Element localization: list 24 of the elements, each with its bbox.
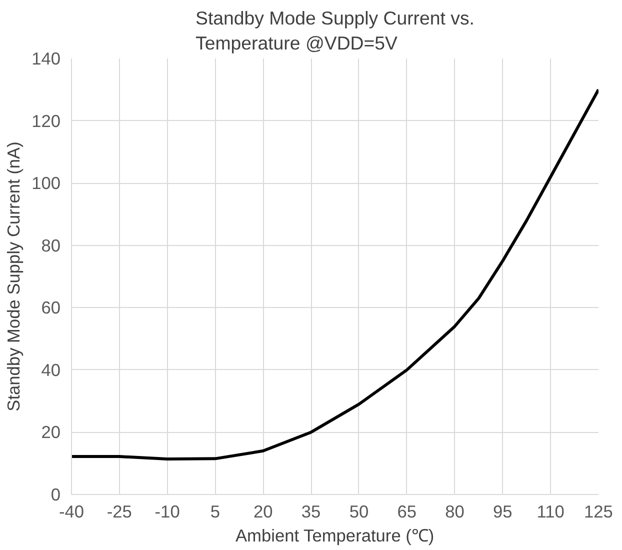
y-tick-label: 60 bbox=[41, 298, 61, 318]
chart-title: Standby Mode Supply Current vs. Temperature @VDD=5V bbox=[196, 7, 474, 54]
y-tick-label: 80 bbox=[41, 235, 61, 256]
x-tick-label: 20 bbox=[254, 502, 273, 522]
x-tick-label: -40 bbox=[58, 502, 84, 522]
x-tick-label: 95 bbox=[493, 502, 512, 522]
x-tick-label: 80 bbox=[445, 502, 464, 522]
x-tick-label: 65 bbox=[397, 502, 417, 522]
x-tick-label: 50 bbox=[349, 502, 369, 522]
y-axis-title: Standby Mode Supply Current (nA) bbox=[4, 142, 24, 412]
y-tick-label: 100 bbox=[32, 173, 61, 194]
x-tick-label: 35 bbox=[301, 502, 321, 522]
y-tick-label: 0 bbox=[50, 484, 61, 504]
x-tick-label: -10 bbox=[154, 502, 180, 522]
y-tick-label: 20 bbox=[41, 422, 61, 442]
line-series bbox=[72, 88, 598, 460]
x-tick-label: -25 bbox=[106, 502, 132, 522]
y-tick-label: 140 bbox=[32, 48, 61, 68]
x-axis-title: Ambient Temperature (℃) bbox=[235, 526, 434, 546]
y-tick-label: 120 bbox=[32, 110, 61, 131]
x-tick-label: 125 bbox=[584, 502, 613, 522]
x-tick-label: 110 bbox=[536, 502, 564, 522]
x-tick-label: 5 bbox=[210, 502, 220, 522]
y-tick-label: 40 bbox=[41, 360, 61, 380]
